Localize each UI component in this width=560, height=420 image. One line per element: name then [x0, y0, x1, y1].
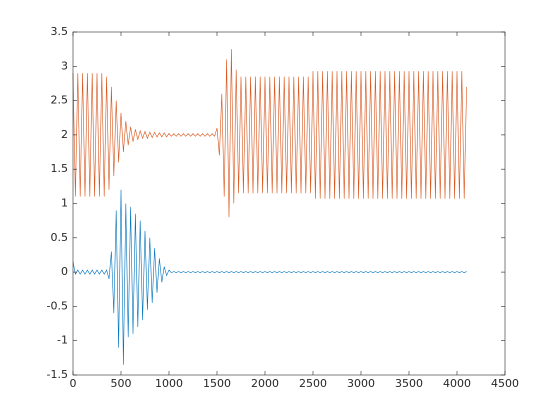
x-tick-label: 0 — [70, 377, 77, 390]
y-tick-label: 2 — [61, 128, 68, 141]
y-tick-label: 1.5 — [51, 162, 69, 175]
x-tick-label: 4500 — [491, 377, 519, 390]
x-tick-label: 500 — [111, 377, 132, 390]
y-tick-label: 3.5 — [51, 25, 69, 38]
y-tick-label: -1 — [57, 334, 68, 347]
x-tick-label: 4000 — [443, 377, 471, 390]
x-tick-label: 1000 — [155, 377, 183, 390]
y-tick-label: 1 — [61, 197, 68, 210]
y-tick-label: 3 — [61, 59, 68, 72]
y-tick-label: 2.5 — [51, 94, 69, 107]
x-tick-label: 3500 — [395, 377, 423, 390]
y-tick-label: -0.5 — [47, 299, 68, 312]
x-tick-label: 1500 — [203, 377, 231, 390]
x-tick-label: 2000 — [251, 377, 279, 390]
y-tick-label: 0.5 — [51, 231, 69, 244]
y-tick-label: -1.5 — [47, 368, 68, 381]
data-line — [72, 49, 467, 218]
data-line — [72, 189, 467, 365]
x-tick-label: 2500 — [299, 377, 327, 390]
x-tick-label: 3000 — [347, 377, 375, 390]
y-tick-label: 0 — [61, 265, 68, 278]
